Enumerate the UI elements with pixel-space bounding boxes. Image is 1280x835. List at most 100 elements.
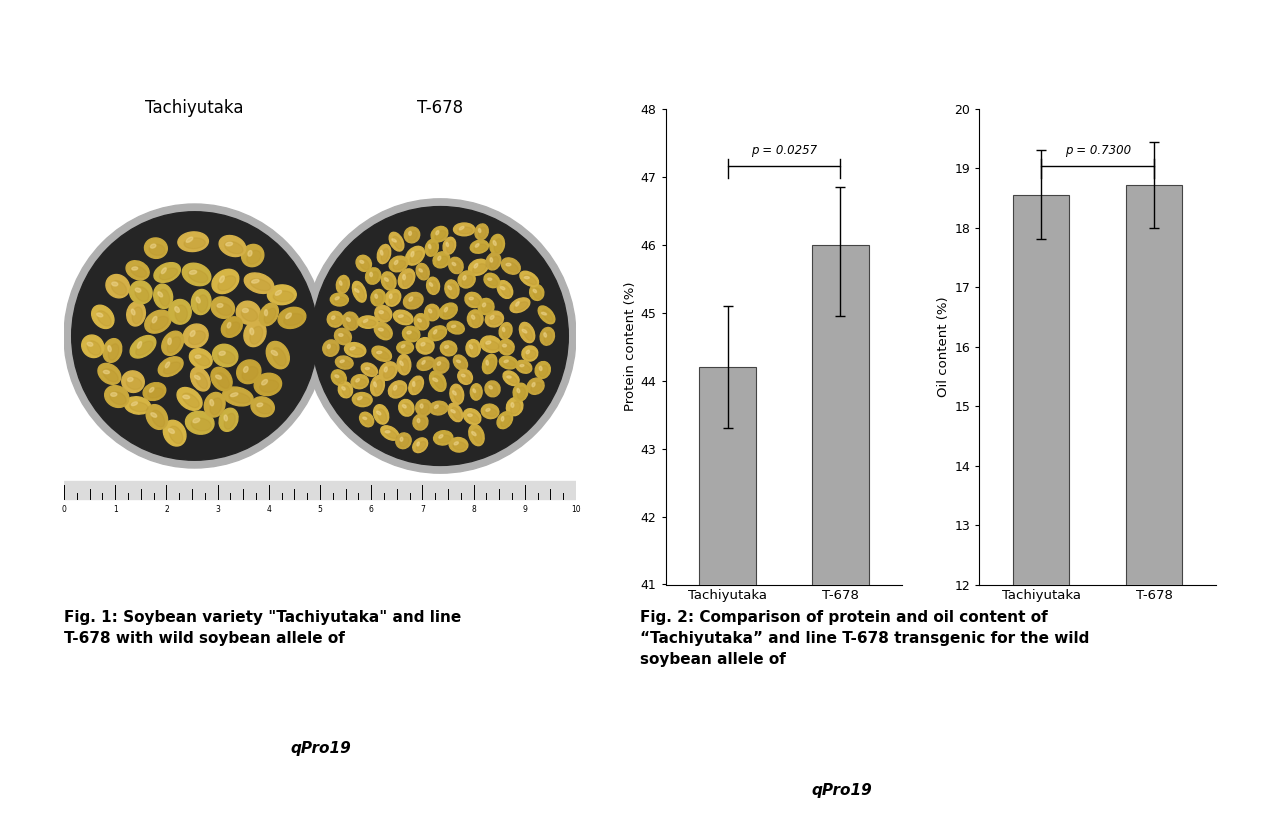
Ellipse shape	[375, 294, 378, 298]
Ellipse shape	[475, 224, 488, 240]
Ellipse shape	[339, 281, 342, 286]
Ellipse shape	[152, 316, 157, 323]
Ellipse shape	[255, 373, 282, 396]
Ellipse shape	[525, 351, 536, 359]
Bar	[64, 481, 576, 499]
Ellipse shape	[384, 429, 397, 438]
Ellipse shape	[87, 342, 93, 347]
Ellipse shape	[531, 382, 543, 392]
Ellipse shape	[433, 330, 444, 339]
Ellipse shape	[370, 272, 372, 276]
Ellipse shape	[429, 283, 433, 286]
Ellipse shape	[349, 347, 355, 350]
Ellipse shape	[485, 341, 490, 344]
Ellipse shape	[419, 317, 426, 328]
Ellipse shape	[111, 282, 118, 286]
Ellipse shape	[347, 316, 356, 329]
Ellipse shape	[339, 333, 343, 337]
Ellipse shape	[431, 226, 448, 242]
Ellipse shape	[196, 372, 207, 388]
Ellipse shape	[151, 410, 165, 427]
Ellipse shape	[360, 259, 370, 270]
Ellipse shape	[230, 392, 238, 397]
Ellipse shape	[129, 402, 148, 412]
Ellipse shape	[497, 412, 512, 428]
Ellipse shape	[335, 296, 339, 300]
Ellipse shape	[260, 380, 279, 392]
Ellipse shape	[436, 256, 448, 266]
Ellipse shape	[449, 257, 463, 274]
Ellipse shape	[365, 367, 370, 370]
Ellipse shape	[497, 281, 513, 298]
Ellipse shape	[489, 386, 493, 389]
Ellipse shape	[385, 431, 390, 433]
Ellipse shape	[539, 367, 541, 371]
Ellipse shape	[485, 381, 500, 397]
Ellipse shape	[376, 352, 381, 353]
Ellipse shape	[97, 313, 102, 316]
Ellipse shape	[402, 405, 406, 408]
Circle shape	[305, 199, 576, 473]
Ellipse shape	[438, 362, 440, 366]
Ellipse shape	[453, 355, 467, 370]
Ellipse shape	[154, 284, 173, 308]
Ellipse shape	[378, 409, 387, 423]
Ellipse shape	[218, 276, 236, 291]
Ellipse shape	[242, 367, 259, 381]
Ellipse shape	[468, 296, 480, 306]
Ellipse shape	[389, 232, 403, 251]
Ellipse shape	[374, 405, 389, 424]
Ellipse shape	[212, 270, 239, 294]
Ellipse shape	[541, 312, 547, 315]
Ellipse shape	[522, 346, 538, 361]
Ellipse shape	[183, 393, 200, 407]
Ellipse shape	[425, 304, 439, 321]
Ellipse shape	[159, 289, 170, 306]
Ellipse shape	[104, 339, 122, 362]
Ellipse shape	[330, 316, 342, 325]
Ellipse shape	[242, 308, 257, 321]
Ellipse shape	[507, 375, 517, 384]
Ellipse shape	[356, 378, 360, 382]
Ellipse shape	[205, 392, 225, 417]
Ellipse shape	[197, 295, 207, 312]
Ellipse shape	[358, 316, 378, 328]
Ellipse shape	[151, 316, 168, 331]
Ellipse shape	[458, 369, 472, 384]
Ellipse shape	[420, 403, 429, 414]
Ellipse shape	[184, 238, 205, 249]
Ellipse shape	[326, 344, 337, 355]
Ellipse shape	[191, 418, 211, 431]
Ellipse shape	[479, 227, 486, 238]
Ellipse shape	[183, 395, 189, 399]
Ellipse shape	[524, 326, 532, 341]
Ellipse shape	[535, 362, 550, 378]
Ellipse shape	[271, 351, 278, 356]
Ellipse shape	[472, 264, 486, 273]
Ellipse shape	[110, 392, 127, 405]
Ellipse shape	[425, 240, 438, 256]
Ellipse shape	[440, 341, 457, 356]
Ellipse shape	[453, 223, 475, 235]
Ellipse shape	[463, 408, 481, 424]
Ellipse shape	[243, 367, 248, 372]
Ellipse shape	[211, 367, 232, 391]
Ellipse shape	[183, 324, 209, 347]
Ellipse shape	[429, 308, 436, 320]
Ellipse shape	[503, 360, 516, 367]
Ellipse shape	[435, 230, 439, 235]
Ellipse shape	[146, 405, 168, 429]
Ellipse shape	[150, 387, 154, 392]
Y-axis label: Protein content (%): Protein content (%)	[623, 281, 636, 412]
Ellipse shape	[378, 245, 390, 264]
Ellipse shape	[417, 418, 420, 423]
Ellipse shape	[453, 391, 456, 395]
Ellipse shape	[189, 271, 197, 274]
Ellipse shape	[481, 404, 499, 418]
Bar	[64, 481, 576, 499]
Ellipse shape	[410, 250, 422, 263]
Text: T-678: T-678	[417, 99, 463, 117]
Ellipse shape	[417, 442, 420, 446]
Ellipse shape	[435, 230, 445, 240]
Bar	[699, 367, 755, 835]
